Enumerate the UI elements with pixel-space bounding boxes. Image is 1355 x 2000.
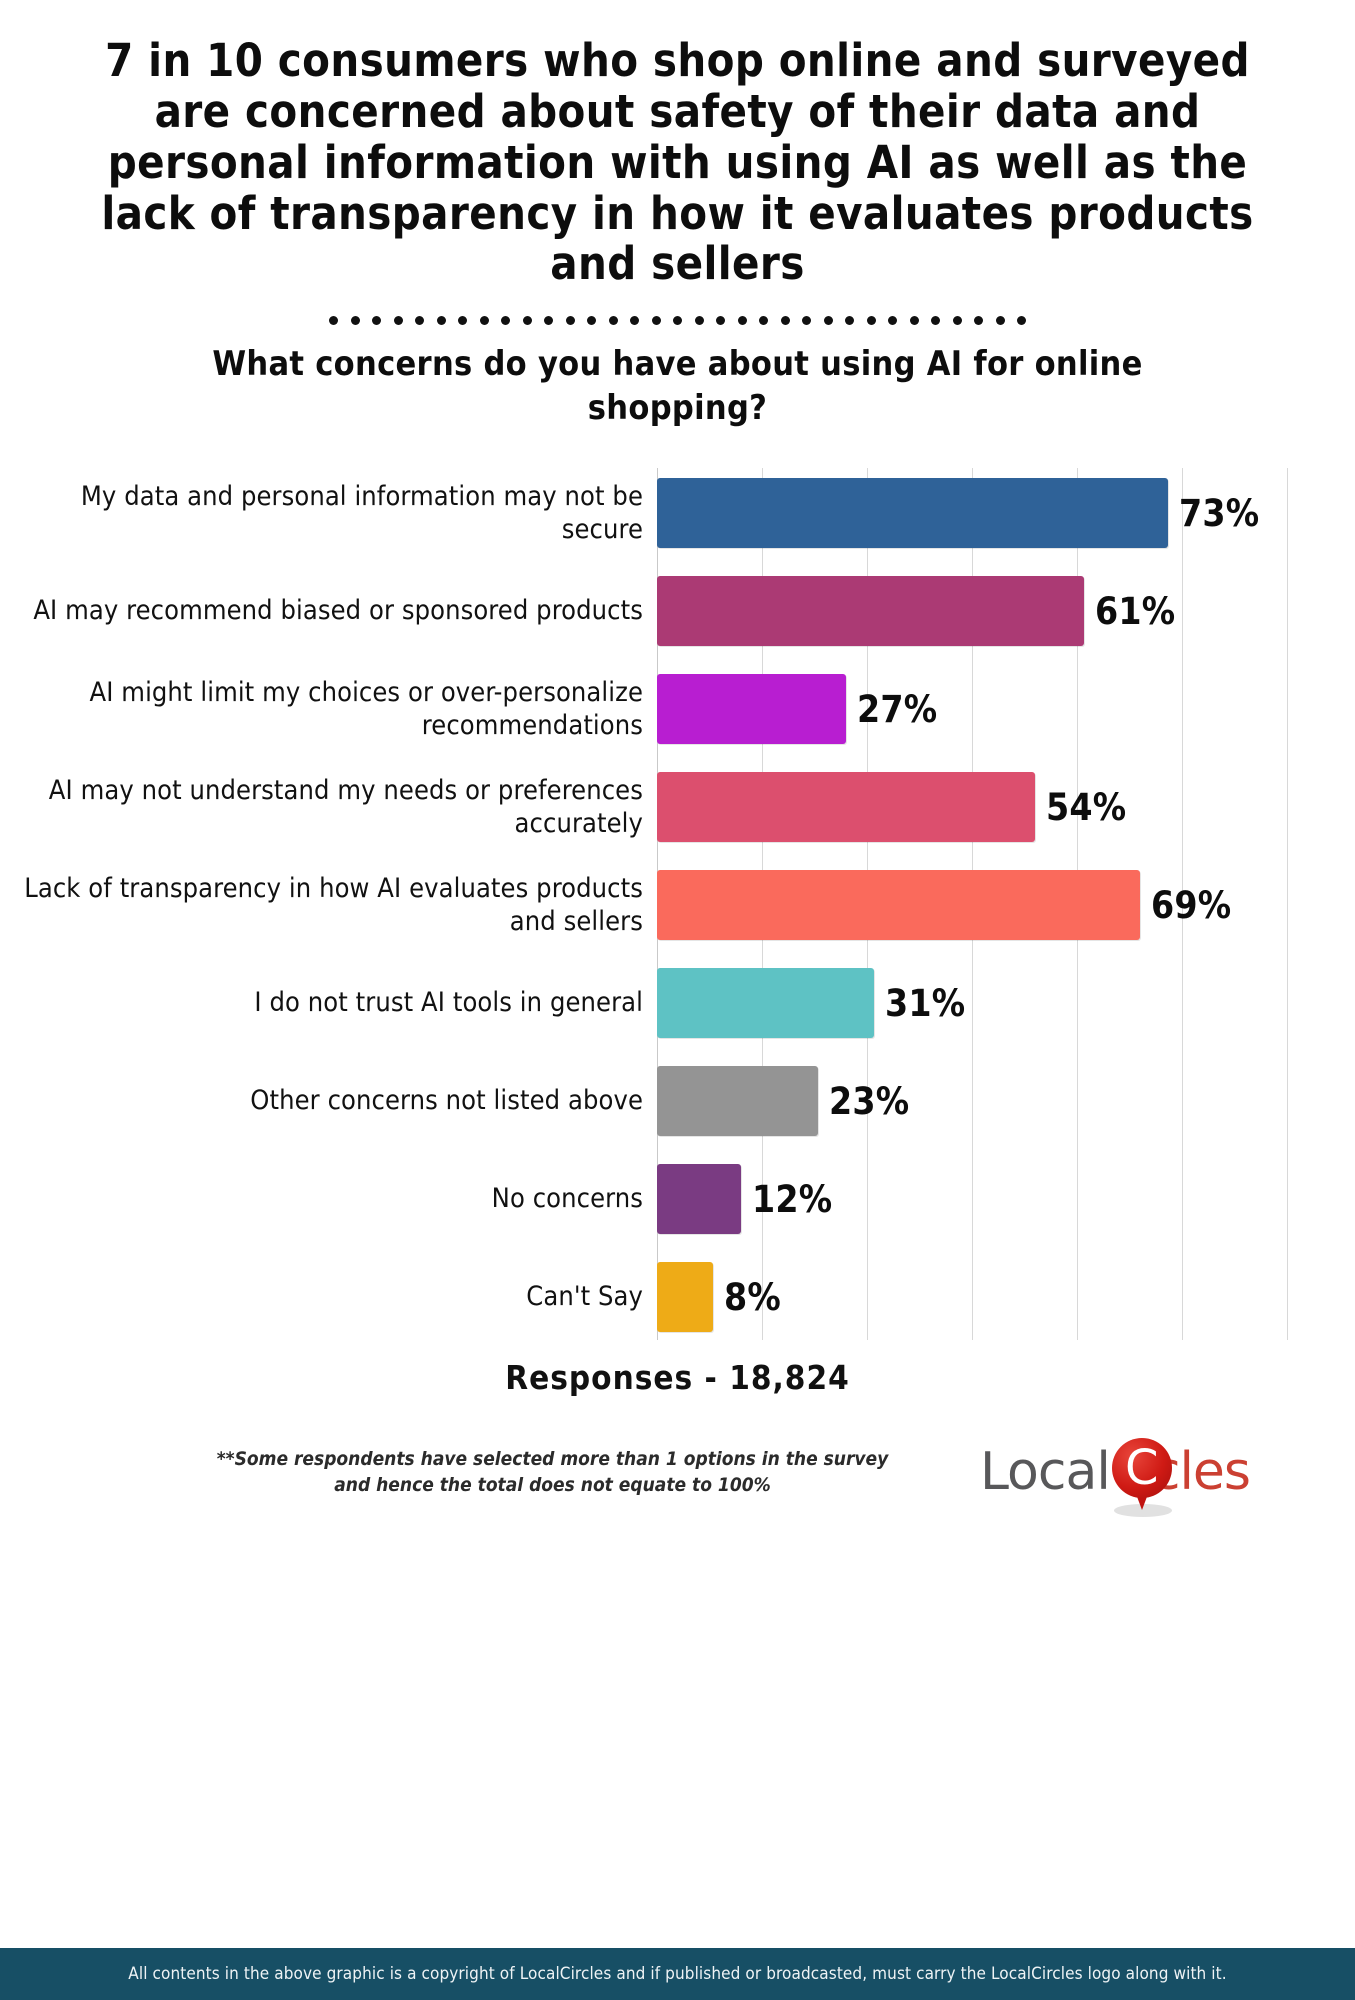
chart-rows: My data and personal information may not… (0, 464, 1355, 1346)
dot-divider (60, 316, 1295, 326)
divider-dot (995, 316, 1005, 326)
bar-category-label: No concerns (491, 1183, 643, 1215)
divider-dot (544, 316, 553, 326)
divider-dot (522, 316, 532, 326)
chart-row: Can't Say 8% (0, 1248, 1355, 1346)
bar-category-label: Other concerns not listed above (250, 1085, 643, 1117)
divider-dot (630, 316, 639, 326)
bar-container: 12% (657, 1150, 832, 1248)
divider-dot (608, 316, 618, 326)
chart-row: Other concerns not listed above 23% (0, 1052, 1355, 1150)
chart-row: I do not trust AI tools in general 31% (0, 954, 1355, 1052)
responses-count: Responses - 18,824 (505, 1358, 850, 1398)
bar (657, 576, 1084, 647)
bar (657, 968, 874, 1039)
logo-letter-c: C (1125, 1440, 1159, 1497)
footer-strip: **Some respondents have selected more th… (0, 1397, 1355, 1518)
bar-category-label: Lack of transparency in how AI evaluates… (24, 872, 643, 938)
chart-row: Lack of transparency in how AI evaluates… (0, 856, 1355, 954)
bar (657, 772, 1035, 843)
divider-dot (415, 316, 424, 326)
divider-dot (823, 316, 833, 326)
bar-category-label: Can't Say (526, 1281, 643, 1313)
copyright-text: All contents in the above graphic is a c… (128, 1964, 1227, 1984)
divider-dot (651, 316, 661, 326)
divider-dot (888, 316, 897, 326)
infographic-header: 7 in 10 consumers who shop online and su… (0, 0, 1355, 430)
divider-dot (866, 316, 876, 326)
bar-container: 27% (657, 660, 937, 758)
chart-row: AI may recommend biased or sponsored pro… (0, 562, 1355, 660)
bar-value-label: 12% (752, 1177, 833, 1221)
divider-dot (802, 316, 811, 326)
bar-value-label: 27% (857, 687, 938, 731)
bar-container: 8% (657, 1248, 781, 1346)
logo-text-local: Local (980, 1442, 1111, 1503)
divider-dot (909, 316, 919, 326)
divider-dot (501, 316, 510, 326)
divider-dot (716, 316, 725, 326)
divider-dot (673, 316, 682, 326)
bar-category-label: AI might limit my choices or over-person… (89, 676, 643, 742)
map-pin-icon: C (1108, 1438, 1172, 1518)
copyright-bar: All contents in the above graphic is a c… (0, 1948, 1355, 2000)
divider-dot (372, 316, 381, 326)
divider-dot (694, 316, 704, 326)
divider-dot (329, 316, 338, 326)
chart-row: My data and personal information may not… (0, 464, 1355, 562)
disclaimer-line-1: **Some respondents have selected more th… (216, 1447, 889, 1470)
divider-dot (931, 316, 940, 326)
divider-dot (845, 316, 854, 326)
bar-container: 69% (657, 856, 1231, 954)
divider-dot (479, 316, 489, 326)
bar-value-label: 54% (1046, 785, 1127, 829)
page-title: 7 in 10 consumers who shop online and su… (101, 34, 1254, 291)
bar-value-label: 23% (829, 1079, 910, 1123)
divider-dot (1017, 316, 1026, 326)
bar-value-label: 8% (724, 1275, 781, 1319)
divider-dot (587, 316, 596, 326)
bar (657, 870, 1140, 941)
divider-dot (393, 316, 403, 326)
chart-row: AI might limit my choices or over-person… (0, 660, 1355, 758)
survey-question: What concerns do you have about using AI… (212, 344, 1143, 428)
bar-value-label: 31% (885, 981, 966, 1025)
disclaimer-line-2: and hence the total does not equate to 1… (334, 1474, 771, 1497)
divider-dot (780, 316, 790, 326)
pin-head (1111, 1438, 1172, 1499)
bar (657, 1262, 713, 1333)
disclaimer-note: **Some respondents have selected more th… (85, 1446, 980, 1499)
bar-category-label: My data and personal information may not… (80, 480, 643, 546)
bar-chart: My data and personal information may not… (0, 464, 1355, 1344)
localcircles-logo: Local C ircles (980, 1433, 1251, 1518)
divider-dot (759, 316, 768, 326)
divider-dot (974, 316, 983, 326)
divider-dot (565, 316, 575, 326)
bar (657, 1164, 741, 1235)
divider-dot (737, 316, 747, 326)
pin-shadow (1113, 1504, 1172, 1518)
divider-dot (350, 316, 360, 326)
divider-dot (436, 316, 446, 326)
bar (657, 674, 846, 745)
bar-value-label: 69% (1151, 883, 1232, 927)
bar-container: 31% (657, 954, 965, 1052)
divider-dot (458, 316, 467, 326)
bar-category-label: AI may not understand my needs or prefer… (48, 774, 643, 840)
bar-category-label: I do not trust AI tools in general (254, 987, 643, 1019)
bar-value-label: 61% (1095, 589, 1176, 633)
divider-dot (952, 316, 962, 326)
bar-container: 61% (657, 562, 1175, 660)
bar-container: 54% (657, 758, 1126, 856)
bar-container: 23% (657, 1052, 909, 1150)
bar (657, 478, 1168, 549)
chart-row: AI may not understand my needs or prefer… (0, 758, 1355, 856)
chart-row: No concerns 12% (0, 1150, 1355, 1248)
bar-category-label: AI may recommend biased or sponsored pro… (33, 595, 643, 627)
bar (657, 1066, 818, 1137)
bar-container: 73% (657, 464, 1259, 562)
bar-value-label: 73% (1179, 491, 1260, 535)
